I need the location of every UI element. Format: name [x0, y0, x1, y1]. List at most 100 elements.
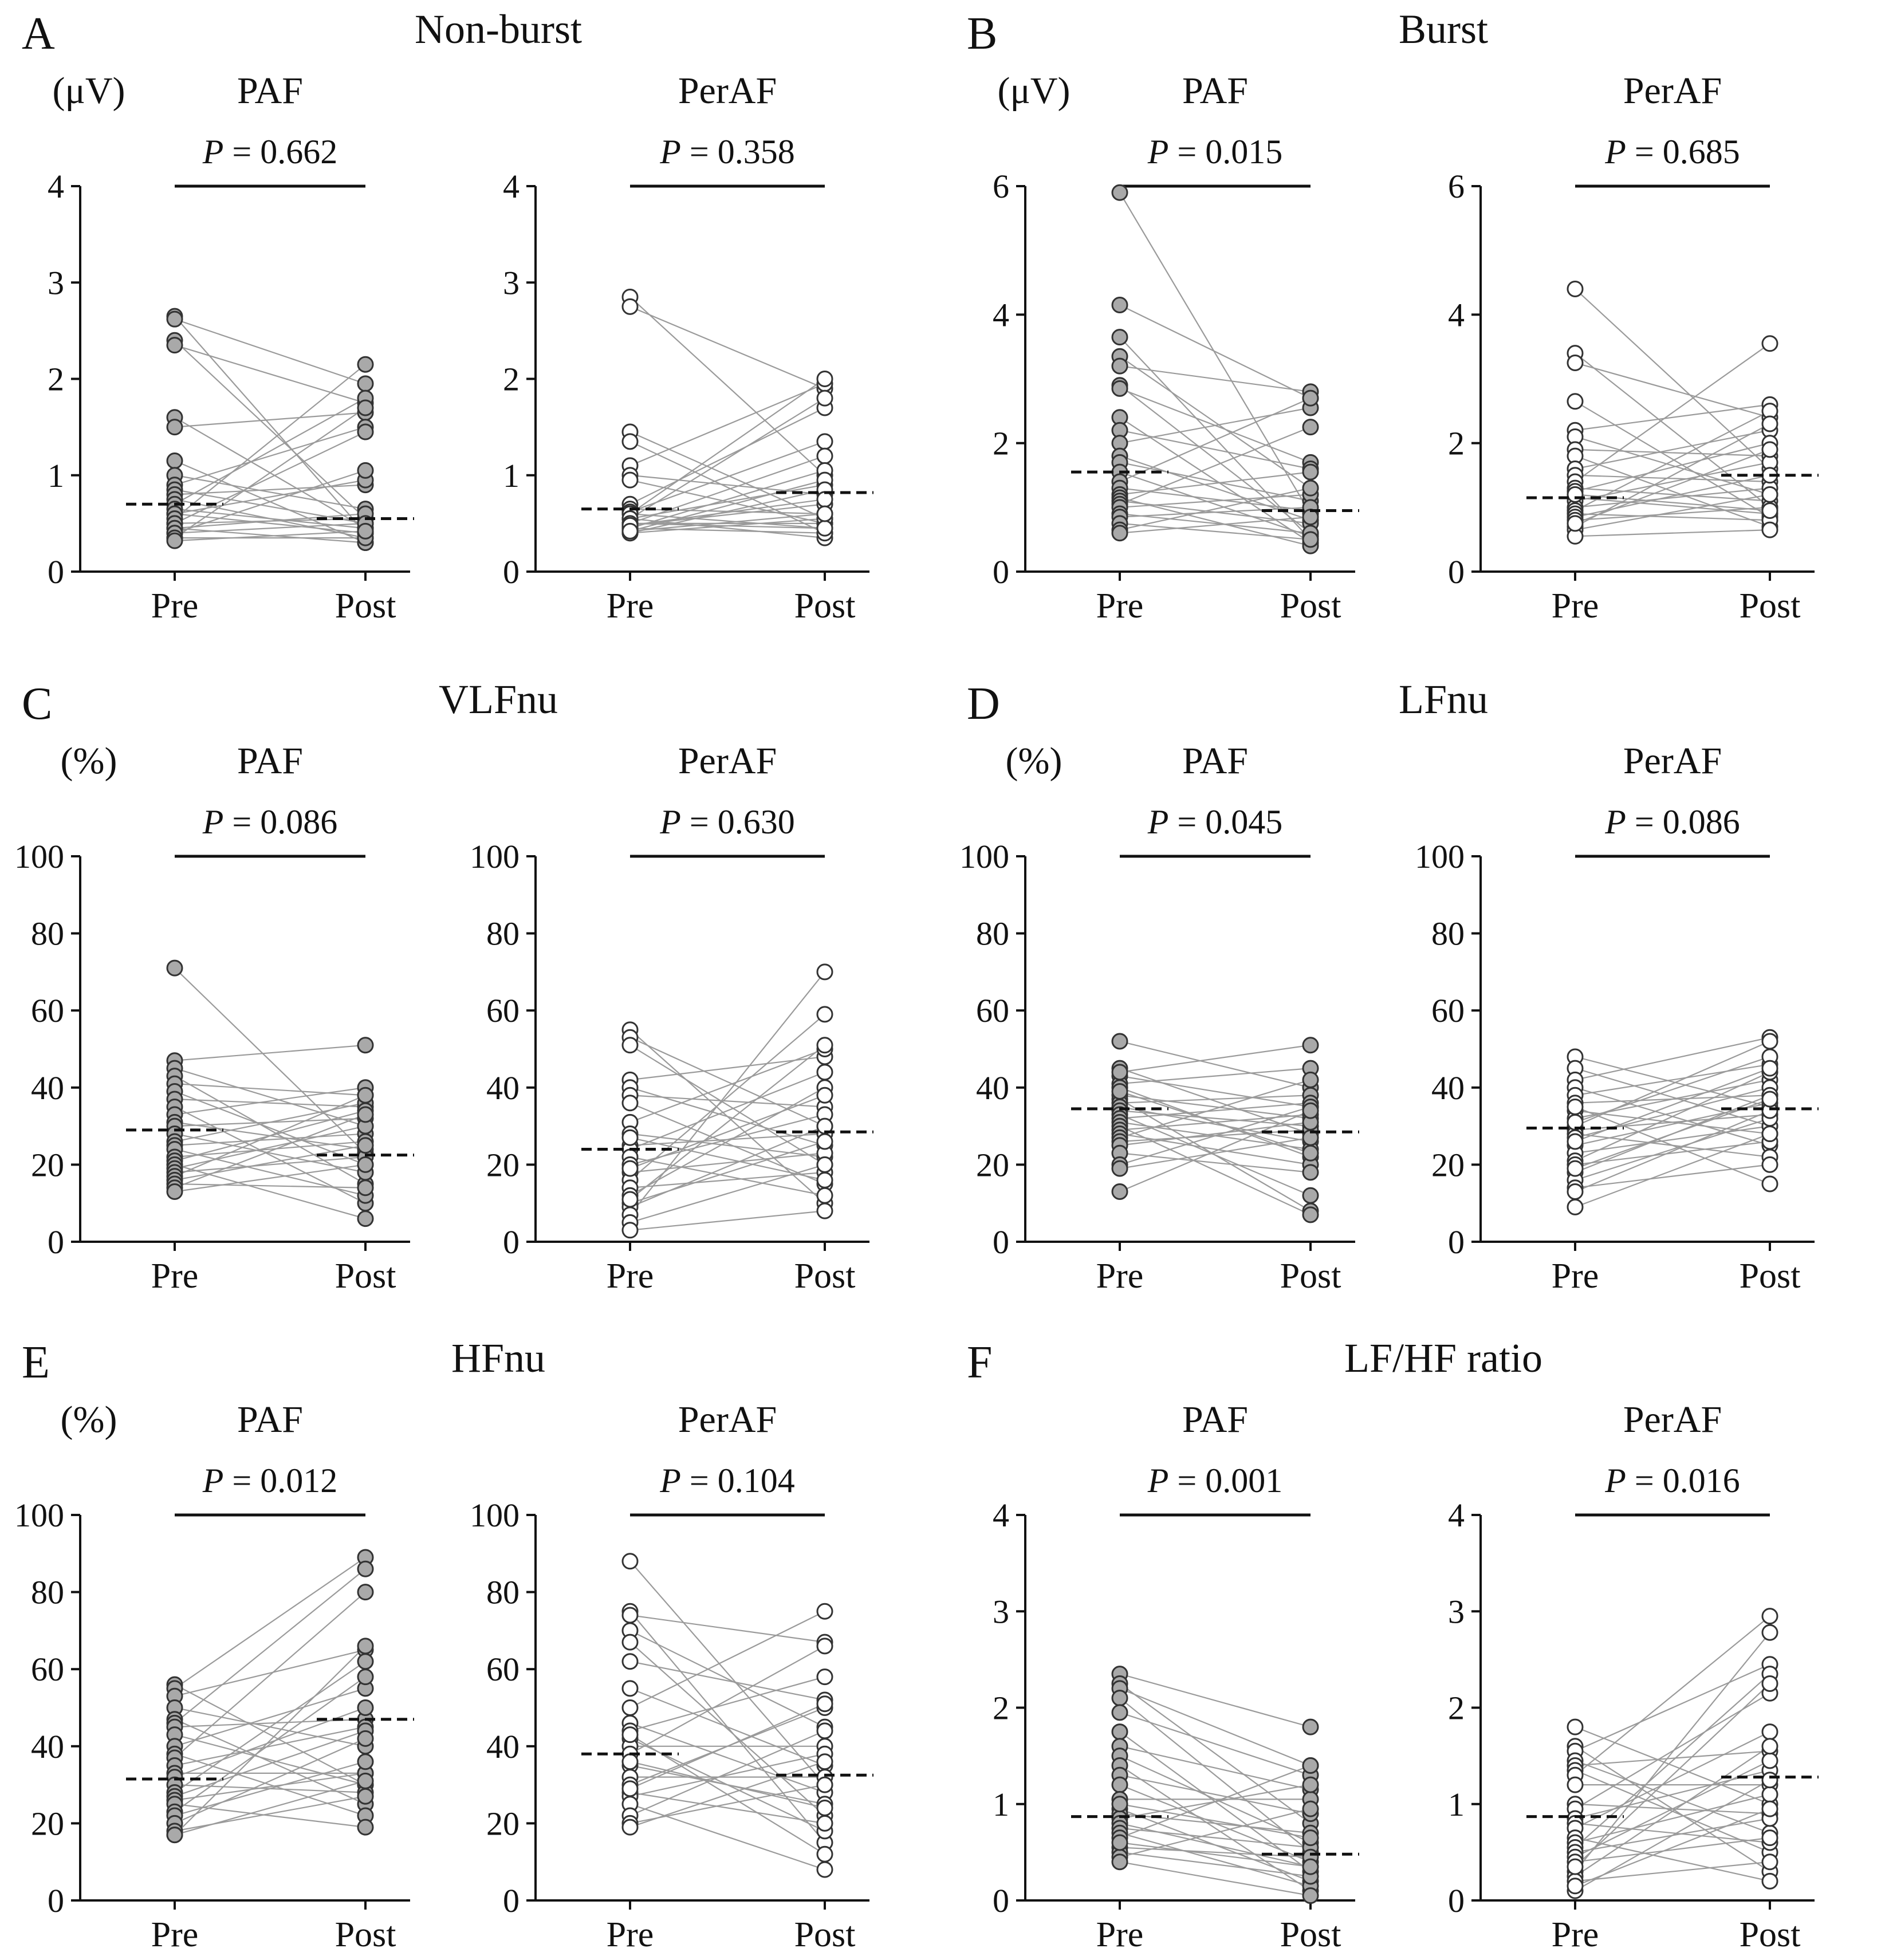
paired-line	[1575, 1793, 1770, 1844]
y-tick-label: 6	[993, 168, 1009, 205]
post-point	[357, 1037, 374, 1054]
p-value: P = 0.086	[202, 803, 338, 841]
pre-point	[621, 1160, 639, 1177]
paired-line	[174, 1676, 366, 1813]
y-unit-label: (μV)	[997, 70, 1070, 112]
paired-line	[1575, 1133, 1770, 1208]
pre-point	[621, 522, 639, 540]
group-title: PerAF	[678, 740, 777, 782]
p-value: P = 0.015	[1147, 133, 1283, 171]
p-value: P = 0.012	[202, 1462, 338, 1499]
panel-letter: A	[22, 9, 55, 59]
paired-line	[1119, 365, 1311, 393]
panel-title: HFnu	[451, 1335, 545, 1381]
y-tick-label: 4	[993, 296, 1009, 333]
y-tick-label: 3	[993, 1593, 1009, 1630]
paired-line	[1575, 1837, 1770, 1863]
paired-line	[629, 1730, 825, 1816]
y-tick-label: 2	[993, 425, 1009, 462]
paired-line	[174, 1687, 366, 1747]
pre-point	[1111, 357, 1128, 375]
paired-line	[1575, 1037, 1770, 1081]
post-point	[1761, 1175, 1778, 1192]
paired-line	[1119, 397, 1311, 482]
y-tick-label: 4	[993, 1497, 1009, 1534]
paired-line	[174, 1083, 366, 1096]
paired-line	[1575, 1673, 1770, 1848]
x-tick-label: Post	[1280, 1915, 1341, 1954]
x-tick-label: Pre	[607, 1257, 654, 1296]
paired-line	[629, 455, 825, 524]
pre-point	[1567, 1878, 1584, 1895]
post-point	[1761, 1723, 1778, 1741]
post-point	[1761, 1786, 1778, 1803]
paired-line	[1119, 192, 1311, 514]
pre-point	[166, 532, 183, 549]
y-unit-label: (%)	[1006, 740, 1062, 782]
post-point	[1761, 521, 1778, 538]
paired-line	[629, 1660, 825, 1701]
y-tick-label: 2	[1448, 1690, 1465, 1727]
panel-letter: D	[967, 679, 1000, 729]
post-point	[1761, 1091, 1778, 1108]
post-point	[1302, 1858, 1319, 1875]
paired-line	[629, 489, 825, 534]
paired-line	[174, 1591, 366, 1758]
y-unit-label: (%)	[61, 740, 117, 782]
post-point	[1302, 531, 1319, 548]
pre-point	[1111, 1776, 1128, 1793]
paired-line	[629, 383, 825, 466]
post-point	[1302, 389, 1319, 407]
paired-line	[1575, 288, 1770, 470]
x-tick-label: Post	[794, 1915, 856, 1954]
paired-line	[174, 1772, 366, 1801]
paired-line	[629, 1137, 825, 1181]
y-tick-label: 40	[31, 1728, 64, 1765]
group-title: PerAF	[678, 70, 777, 112]
paired-line	[1119, 506, 1311, 518]
y-tick-label: 0	[503, 1223, 520, 1261]
paired-line	[1119, 356, 1311, 489]
panel-letter: E	[22, 1337, 50, 1388]
x-tick-label: Post	[1280, 587, 1341, 625]
post-point	[816, 1087, 833, 1104]
post-point	[357, 1730, 374, 1747]
paired-line	[1575, 442, 1770, 492]
paired-line	[1575, 497, 1770, 515]
pre-point	[621, 471, 639, 489]
paired-line	[174, 1140, 366, 1158]
post-point	[357, 1753, 374, 1770]
post-point	[816, 1117, 833, 1135]
post-point	[816, 1815, 833, 1832]
paired-line	[1119, 1841, 1311, 1868]
paired-line	[1575, 1663, 1770, 1752]
pre-point	[1567, 515, 1584, 532]
post-point	[816, 1638, 833, 1655]
pre-point	[621, 298, 639, 315]
group-peraf: PerAF P = 0.086 0 20 40 60 80 100 Pre Post	[1415, 740, 1819, 1296]
paired-line	[629, 1561, 825, 1785]
paired-line	[1119, 1808, 1311, 1858]
post-point	[816, 1776, 833, 1793]
y-tick-label: 100	[959, 838, 1009, 875]
paired-line	[629, 407, 825, 505]
post-point	[357, 1638, 374, 1655]
paired-line	[174, 407, 366, 539]
paired-line	[174, 1183, 366, 1188]
y-tick-label: 60	[486, 992, 520, 1029]
post-point	[816, 1156, 833, 1173]
paired-line	[629, 1803, 825, 1871]
paired-line	[1575, 1731, 1770, 1829]
paired-line	[1119, 1861, 1311, 1896]
x-tick-label: Pre	[151, 1257, 199, 1296]
pre-point	[1111, 380, 1128, 397]
group-paf: PAF P = 0.015 0 2 4 6 Pre Post	[993, 70, 1359, 625]
post-point	[1302, 1144, 1319, 1162]
paired-line	[174, 1095, 366, 1177]
paired-line	[174, 1761, 366, 1816]
y-tick-label: 100	[470, 838, 520, 875]
post-point	[816, 491, 833, 508]
y-tick-label: 40	[976, 1069, 1009, 1107]
